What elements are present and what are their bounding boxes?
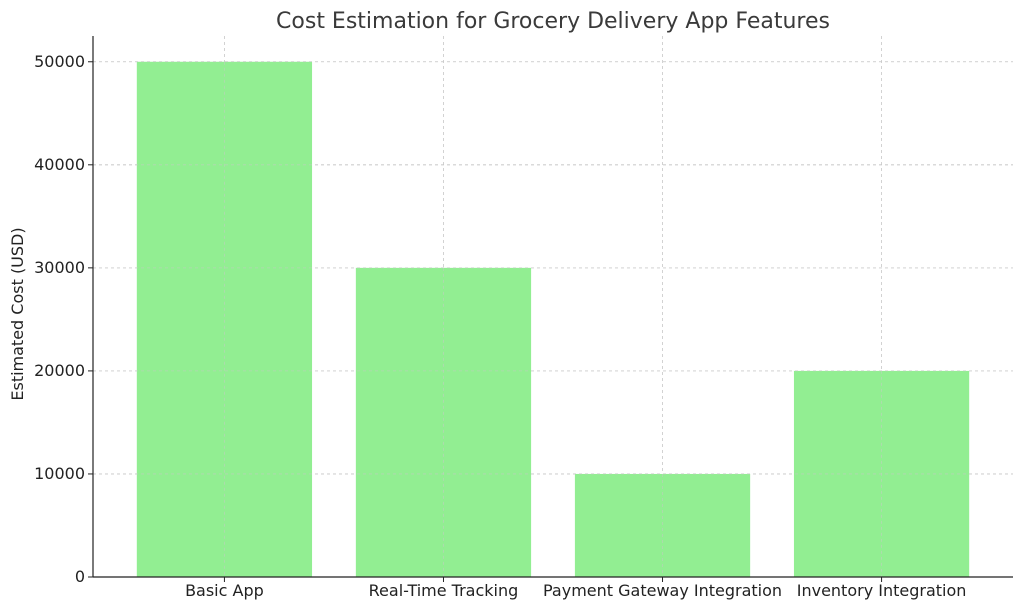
y-tick-label: 20000: [34, 361, 85, 380]
y-tick-label: 0: [75, 567, 85, 586]
x-tick-label: Basic App: [185, 581, 264, 600]
bar-basic-app: [136, 61, 313, 578]
bar-real-time-tracking: [355, 267, 532, 577]
y-tick-label: 40000: [34, 155, 85, 174]
x-tick-label: Inventory Integration: [797, 581, 967, 600]
y-tick-label: 50000: [34, 52, 85, 71]
bar-payment-gateway-integration: [574, 473, 751, 577]
y-tick-label: 10000: [34, 464, 85, 483]
chart-title: Cost Estimation for Grocery Delivery App…: [276, 9, 830, 34]
y-axis-label: Estimated Cost (USD): [8, 227, 27, 400]
y-tick-label: 30000: [34, 258, 85, 277]
tick-labels: 0 10000 20000 30000 40000 50000 Basic App Real-…: [34, 52, 966, 600]
x-tick-label: Real-Time Tracking: [369, 581, 519, 600]
axes: [88, 36, 1013, 582]
x-tick-label: Payment Gateway Integration: [543, 581, 782, 600]
bars: [93, 61, 1013, 578]
